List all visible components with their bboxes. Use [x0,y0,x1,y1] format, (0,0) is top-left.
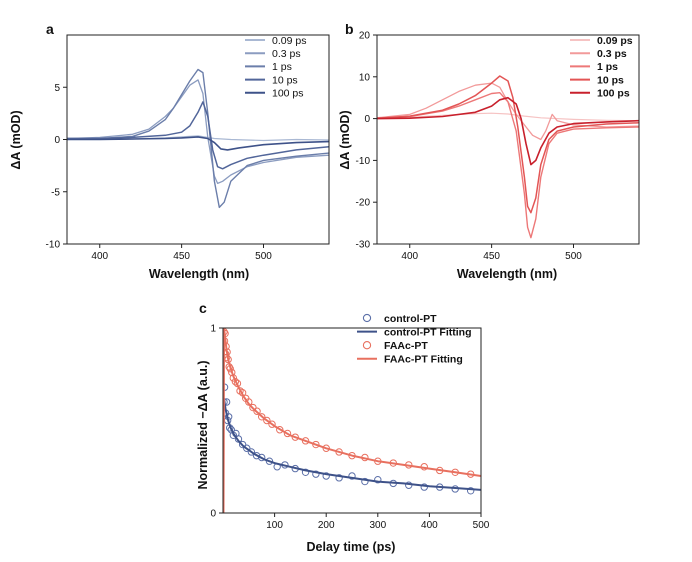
panel-c-marker-2-20 [258,413,266,421]
panel-c-marker-0-29 [420,483,428,491]
panel-c-marker-2-26 [301,437,310,445]
panel-c-marker-2-22 [268,420,276,428]
panel-c-legend-label-0: control-PT [384,313,437,325]
panel-c-axes-frame [222,327,482,514]
panel-c-marker-2-25 [291,433,299,441]
panel-b-xtick-label-2: 500 [565,251,582,262]
panel-c-legend-marker-2 [362,341,372,350]
panel-a-series-line-1 [67,79,329,185]
panel-c-ytick-label-0: 0 [210,509,216,520]
panel-c-marker-2-27 [312,440,320,449]
panel-b-xtick-label-1: 450 [483,251,500,262]
panel-a-series-line-2 [67,68,329,209]
panel-c-marker-2-19 [253,407,261,415]
panel-c-xtick-label-3: 400 [421,520,438,531]
panel-b-ytick-label-3: 0 [364,114,370,125]
panel-a-ytick-label-3: 5 [54,83,60,94]
panel-b-ytick-label-0: -30 [356,240,371,251]
panel-b-ytick-label-2: -10 [356,156,371,167]
panel-c-marker-0-26 [374,476,382,484]
panel-a-ytick-label-2: 0 [54,135,60,146]
panel-a-series-line-3 [67,101,329,170]
panel-c-marker-0-21 [312,470,320,478]
panel-b-legend-label-3: 10 ps [597,74,624,86]
panel-a-legend-label-2: 1 ps [272,61,292,73]
panel-a-legend-label-3: 10 ps [272,74,298,86]
panel-c-legend-label-3: FAAc-PT Fitting [384,354,463,366]
panel-c-series-line-1 [223,398,481,491]
panel-b-ytick-label-5: 20 [359,31,371,42]
panel-c-marker-0-23 [335,474,343,482]
panel-c-marker-2-21 [263,416,271,425]
panel-b-legend-label-4: 100 ps [597,88,630,100]
panel-c-marker-0-13 [247,448,256,456]
panel-c-xtick-label-2: 300 [369,520,386,531]
panel-b-series-line-3 [377,75,639,214]
panel-c-xtick-label-1: 200 [318,520,335,531]
panel-b-axes-frame [376,34,640,245]
panel-b-ylabel: ΔA (mOD) [338,110,352,169]
panel-c-marker-0-25 [361,477,369,486]
panel-c-ytick-label-1: 1 [210,324,216,335]
panel-b-ytick-label-4: 10 [359,72,371,83]
panel-b-series-line-4 [377,96,639,166]
panel-c-xlabel: Delay time (ps) [307,540,396,554]
panel-a-ytick-label-1: -5 [51,187,60,198]
panel-c-marker-0-22 [322,472,330,480]
panel-c-marker-0-24 [348,472,356,480]
panel-c-xtick-label-4: 500 [473,520,490,531]
panel-b-ytick-label-1: -20 [356,198,371,209]
panel-b-xtick-label-0: 400 [401,251,418,262]
panel-a-legend-label-0: 0.09 ps [272,35,306,47]
panel-a-chart: a ΔA (mOD) Wavelength (nm) 400 450 500 -10 -… [9,21,330,281]
panel-a-legend-label-1: 0.3 ps [272,48,301,60]
panel-c-legend-marker-0 [362,313,372,323]
panel-a-xtick-label-2: 500 [255,251,272,262]
panel-b-series-line-0 [377,112,639,122]
panel-a-series-line-4 [67,136,329,151]
panel-a-ylabel: ΔA (mOD) [9,110,23,169]
panel-b-label: b [345,21,354,37]
panel-c-marker-0-14 [252,451,261,460]
panel-c-marker-2-18 [249,403,257,412]
panel-c-xtick-label-0: 100 [266,520,283,531]
panel-c-marker-0-20 [301,468,310,476]
panel-b-legend-label-1: 0.3 ps [597,48,627,60]
panel-c-chart: c Normalized −ΔA (a.u.) Delay time (ps) … [196,300,490,554]
panel-c-marker-0-16 [265,457,274,465]
panel-c-label: c [199,300,207,316]
panel-a-xtick-label-0: 400 [91,251,108,262]
panel-c-marker-0-11 [238,440,247,449]
panel-b-plot-area [377,75,639,239]
panel-c-marker-2-23 [276,426,284,434]
panel-c-marker-0-15 [258,453,266,462]
panel-a-xtick-label-1: 450 [173,251,190,262]
panel-b-series-line-2 [377,92,639,239]
panel-c-legend-label-2: FAAc-PT [384,340,428,352]
panel-c-legend-label-1: control-PT Fitting [384,326,471,338]
panel-c-marker-0-32 [466,487,475,495]
panel-a-xlabel: Wavelength (nm) [149,267,249,281]
panel-a-ytick-label-0: -10 [46,240,61,251]
panel-c-ylabel: Normalized −ΔA (a.u.) [196,360,210,489]
panel-c-marker-2-24 [283,429,292,438]
panel-a-label: a [46,21,54,37]
panel-b-legend-label-2: 1 ps [597,61,618,73]
panel-a-legend-label-4: 100 ps [272,88,304,100]
panel-b-chart: b ΔA (mOD) Wavelength (nm) 400 450 500 -30 -… [338,21,640,281]
panel-b-xlabel: Wavelength (nm) [457,267,557,281]
panel-c-plot-area [223,328,481,513]
panel-a-plot-area [67,68,329,209]
panel-b-legend-label-0: 0.09 ps [597,35,633,47]
panel-c-marker-0-12 [243,444,251,452]
panel-c-series-line-3 [223,328,481,513]
